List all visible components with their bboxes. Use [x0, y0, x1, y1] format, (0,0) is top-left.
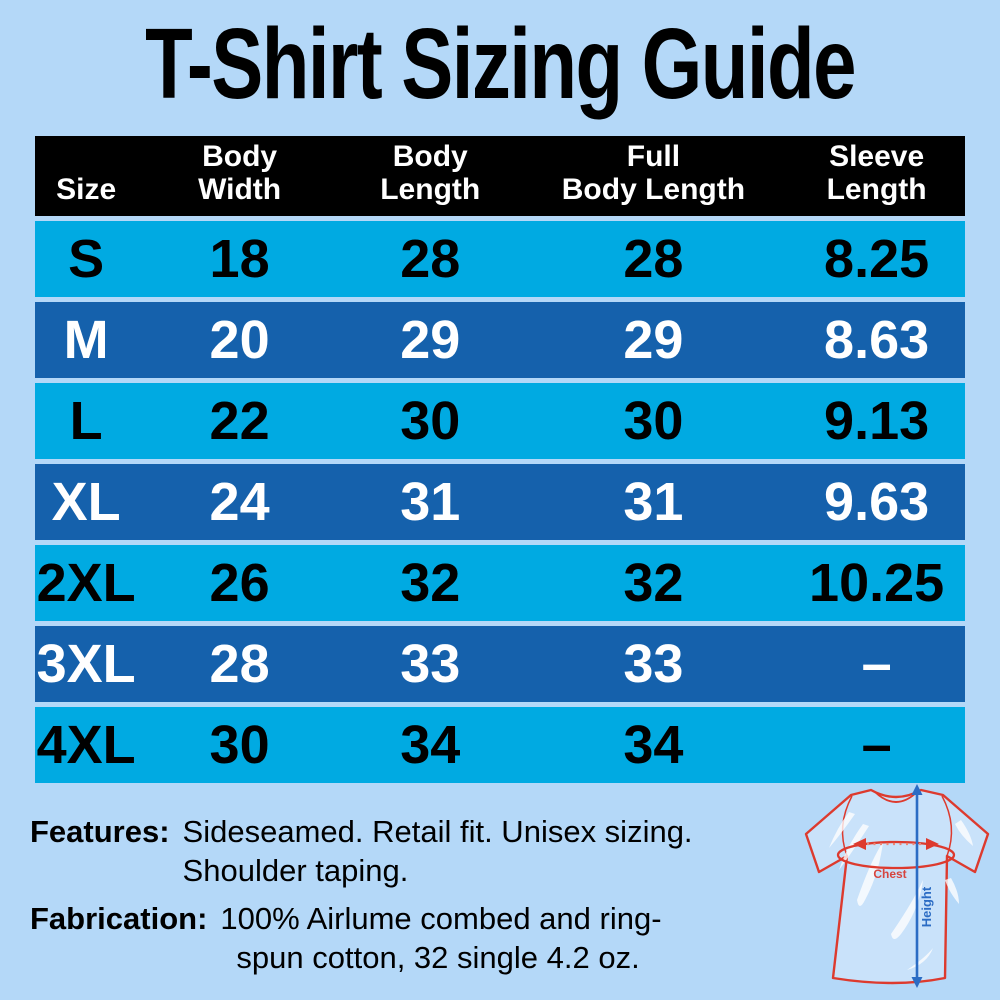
table-row-2xl: 2XL 26 32 32 10.25 — [35, 545, 965, 621]
features-label: Features: — [30, 814, 170, 849]
fabrication-line2: spun cotton, 32 single 4.2 oz. — [236, 940, 640, 975]
header-body-width-line2: Width — [198, 173, 282, 207]
fabrication-label: Fabrication: — [30, 901, 208, 936]
height-arrow-bottom — [911, 977, 923, 988]
chest-label: Chest — [873, 867, 906, 881]
features-line1: Sideseamed. Retail fit. Unisex sizing. — [182, 814, 693, 849]
tshirt-outline — [804, 788, 990, 985]
page-title-text: T-Shirt Sizing Guide — [145, 8, 856, 120]
fabrication-line1: 100% Airlume combed and ring- — [220, 901, 662, 936]
cell-size: 4XL — [36, 715, 136, 775]
cell-full-body-length: 30 — [623, 391, 684, 451]
features-section: Features: Sideseamed. Retail fit. Unisex… — [30, 812, 693, 890]
table-row-l: L 22 30 30 9.13 — [35, 383, 965, 459]
cell-body-width: 22 — [209, 391, 270, 451]
table-row-s: S 18 28 28 8.25 — [35, 221, 965, 297]
cell-body-length: 34 — [400, 715, 461, 775]
header-full-body-length-line2: Body Length — [561, 173, 746, 207]
cell-body-length: 31 — [400, 472, 461, 532]
cell-body-width: 24 — [209, 472, 270, 532]
header-sleeve-length-line2: Length — [826, 173, 927, 207]
cell-body-length: 29 — [400, 310, 461, 370]
cell-sleeve-length: 10.25 — [809, 553, 945, 613]
header-size: Size — [35, 136, 137, 216]
header-size-line2: Size — [56, 173, 117, 207]
chest-arrow-right — [926, 838, 939, 850]
cell-body-width: 28 — [209, 634, 270, 694]
table-row-xl: XL 24 31 31 9.63 — [35, 464, 965, 540]
cell-full-body-length: 33 — [623, 634, 684, 694]
header-body-width-line1: Body — [202, 139, 278, 173]
cell-full-body-length: 29 — [623, 310, 684, 370]
cell-body-width: 26 — [209, 553, 270, 613]
fabrication-section: Fabrication: 100% Airlume combed and rin… — [30, 899, 662, 977]
cell-full-body-length: 32 — [623, 553, 684, 613]
header-sleeve-length-line1: Sleeve — [829, 139, 925, 173]
chest-ellipse — [836, 840, 956, 870]
tshirt-measurement-diagram: Chest Height — [795, 782, 1000, 1000]
size-table: Size Body Width Body Length Full Body Le… — [35, 136, 965, 783]
cell-body-length: 33 — [400, 634, 461, 694]
header-full-body-length-line1: Full — [626, 139, 681, 173]
cell-body-length: 28 — [400, 229, 461, 289]
chest-arrow-left — [853, 838, 866, 850]
cell-body-width: 18 — [209, 229, 270, 289]
features-text: Sideseamed. Retail fit. Unisex sizing. S… — [183, 812, 693, 890]
cell-full-body-length: 31 — [623, 472, 684, 532]
cell-body-width: 30 — [209, 715, 270, 775]
cell-size: S — [68, 229, 105, 289]
height-arrow-top — [911, 784, 923, 795]
cell-size: XL — [51, 472, 121, 532]
cell-body-width: 20 — [209, 310, 270, 370]
cell-body-length: 32 — [400, 553, 461, 613]
header-body-length-line1: Body — [392, 139, 468, 173]
table-row-4xl: 4XL 30 34 34 – — [35, 707, 965, 783]
cell-body-length: 30 — [400, 391, 461, 451]
cell-size: 3XL — [36, 634, 136, 694]
features-line2: Shoulder taping. — [182, 853, 409, 888]
header-body-length-line2: Length — [380, 173, 481, 207]
header-full-body-length: Full Body Length — [519, 136, 789, 216]
fabrication-text: 100% Airlume combed and ring- spun cotto… — [220, 899, 661, 977]
cell-sleeve-length: 9.13 — [824, 391, 930, 451]
cell-full-body-length: 28 — [623, 229, 684, 289]
cell-size: M — [63, 310, 109, 370]
cell-sleeve-length: 9.63 — [824, 472, 930, 532]
table-header-row: Size Body Width Body Length Full Body Le… — [35, 136, 965, 216]
table-row-3xl: 3XL 28 33 33 – — [35, 626, 965, 702]
cell-size: 2XL — [36, 553, 136, 613]
cell-sleeve-length: 8.25 — [824, 229, 930, 289]
cell-full-body-length: 34 — [623, 715, 684, 775]
header-sleeve-length: Sleeve Length — [788, 136, 965, 216]
cell-sleeve-length: – — [861, 715, 892, 775]
tshirt-diagram-svg: Chest Height — [804, 784, 990, 988]
header-body-width: Body Width — [137, 136, 342, 216]
cell-sleeve-length: 8.63 — [824, 310, 930, 370]
height-label: Height — [919, 886, 934, 927]
page-title: T-Shirt Sizing Guide — [0, 12, 1000, 116]
table-row-m: M 20 29 29 8.63 — [35, 302, 965, 378]
cell-sleeve-length: – — [861, 634, 892, 694]
cell-size: L — [69, 391, 103, 451]
header-body-length: Body Length — [342, 136, 519, 216]
